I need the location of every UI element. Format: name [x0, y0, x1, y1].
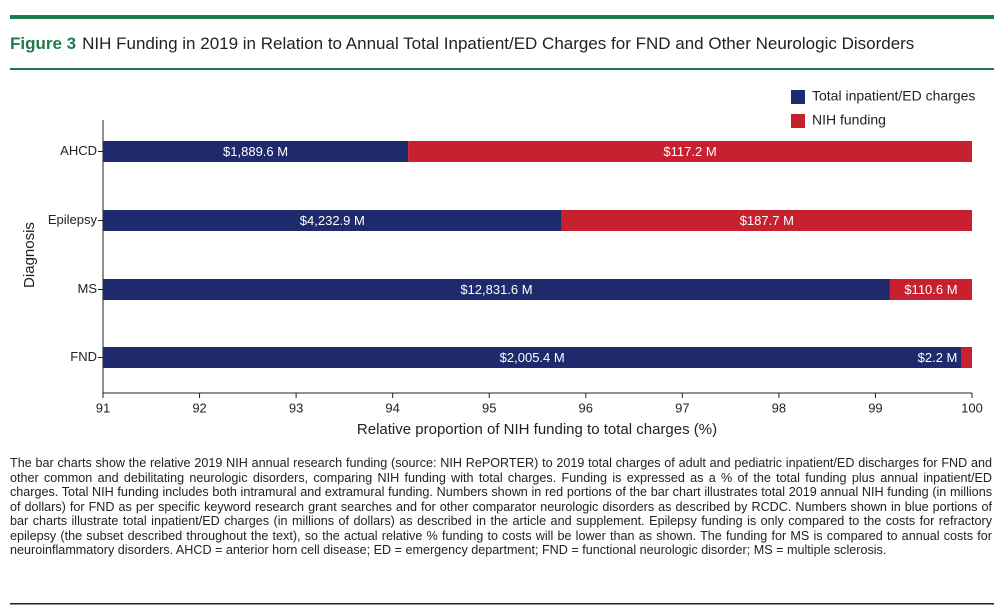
data-label: $110.6 M — [904, 282, 957, 297]
bar-segment — [561, 210, 972, 231]
title: Figure 3 NIH Funding in 2019 in Relation … — [10, 34, 914, 53]
bar-segment — [103, 279, 890, 300]
figure-label: Figure 3 — [10, 34, 76, 53]
y-tick-label: AHCD — [60, 143, 97, 158]
y-axis-label: Diagnosis — [21, 222, 38, 288]
x-tick-label: 97 — [675, 400, 689, 415]
bottom-rule — [10, 603, 994, 605]
top-rule — [10, 15, 994, 19]
legend-swatch — [791, 114, 805, 128]
data-label: $2.2 M — [918, 350, 958, 365]
data-label: $2,005.4 M — [500, 350, 565, 365]
data-label: $187.7 M — [740, 213, 794, 228]
title-rule — [10, 68, 994, 70]
x-tick-label: 96 — [579, 400, 593, 415]
chart-title: NIH Funding in 2019 in Relation to Annua… — [82, 34, 914, 53]
bar-segment — [103, 141, 409, 162]
y-tick-label: FND — [70, 349, 97, 364]
caption: The bar charts show the relative 2019 NI… — [10, 456, 992, 557]
x-tick-label: 93 — [289, 400, 303, 415]
x-tick-label: 91 — [96, 400, 110, 415]
bar-segment — [408, 141, 972, 162]
data-label: $1,889.6 M — [223, 144, 288, 159]
legend-label: NIH funding — [812, 112, 886, 128]
x-tick-label: 98 — [772, 400, 786, 415]
bar-segment — [103, 347, 962, 368]
y-tick-label: Epilepsy — [48, 212, 98, 227]
x-tick-label: 92 — [192, 400, 206, 415]
legend-swatch — [791, 90, 805, 104]
legend-label: Total inpatient/ED charges — [812, 88, 975, 104]
x-tick-label: 94 — [385, 400, 399, 415]
data-label: $4,232.9 M — [300, 213, 365, 228]
y-tick-label: MS — [78, 281, 98, 296]
bar-segment — [889, 279, 972, 300]
bar-segment — [961, 347, 972, 368]
x-tick-label: 100 — [961, 400, 983, 415]
data-label: $12,831.6 M — [460, 282, 532, 297]
data-label: $117.2 M — [663, 144, 716, 159]
x-tick-label: 95 — [482, 400, 496, 415]
bar-segment — [103, 210, 562, 231]
x-tick-label: 99 — [868, 400, 882, 415]
x-axis-label: Relative proportion of NIH funding to to… — [357, 421, 717, 438]
